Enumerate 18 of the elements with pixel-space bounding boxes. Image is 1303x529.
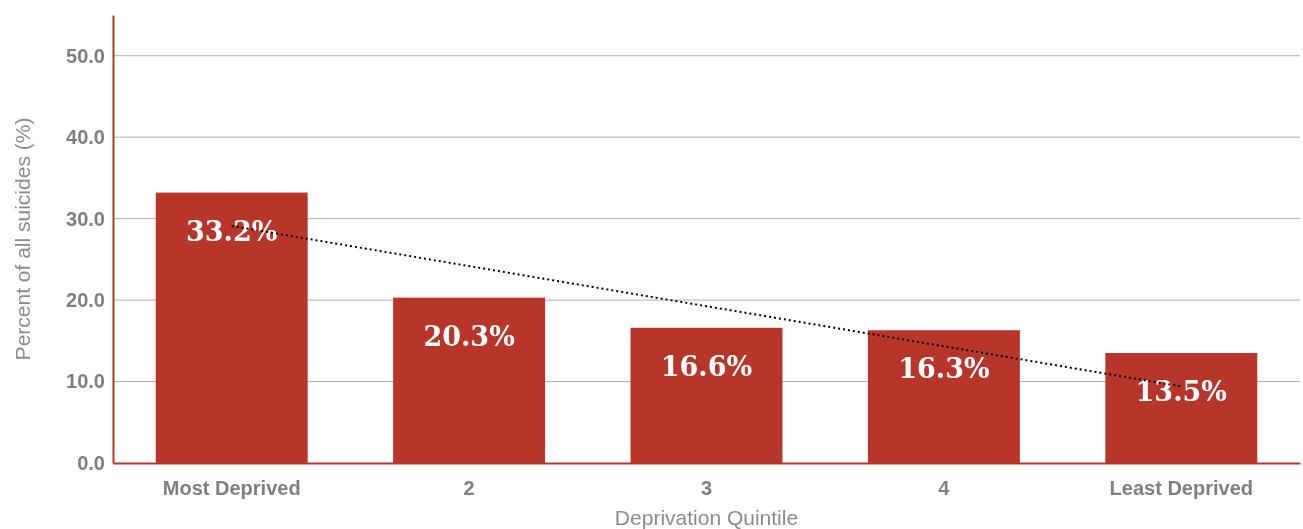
x-tick-label: 4 <box>938 477 951 500</box>
data-label: 13.5% <box>1135 376 1228 408</box>
y-tick-label: 20.0 <box>66 288 105 311</box>
y-tick-label: 10.0 <box>66 370 105 393</box>
data-label: 20.3% <box>423 320 515 352</box>
y-tick-label: 40.0 <box>66 126 105 149</box>
y-tick-label: 50.0 <box>66 44 105 67</box>
x-tick-label: Most Deprived <box>162 477 301 500</box>
x-tick-label: Least Deprived <box>1109 477 1253 500</box>
y-tick-label: 0.0 <box>77 451 105 474</box>
x-tick-label: 2 <box>463 477 475 500</box>
x-tick-label: 3 <box>700 477 713 500</box>
x-axis-title: Deprivation Quintile <box>614 506 799 529</box>
data-label: 16.3% <box>898 353 990 385</box>
data-label: 16.6% <box>660 350 753 382</box>
data-label: 33.2% <box>185 215 278 247</box>
y-tick-label: 30.0 <box>66 207 105 230</box>
y-axis-title: Percent of all suicides (%) <box>11 117 34 361</box>
